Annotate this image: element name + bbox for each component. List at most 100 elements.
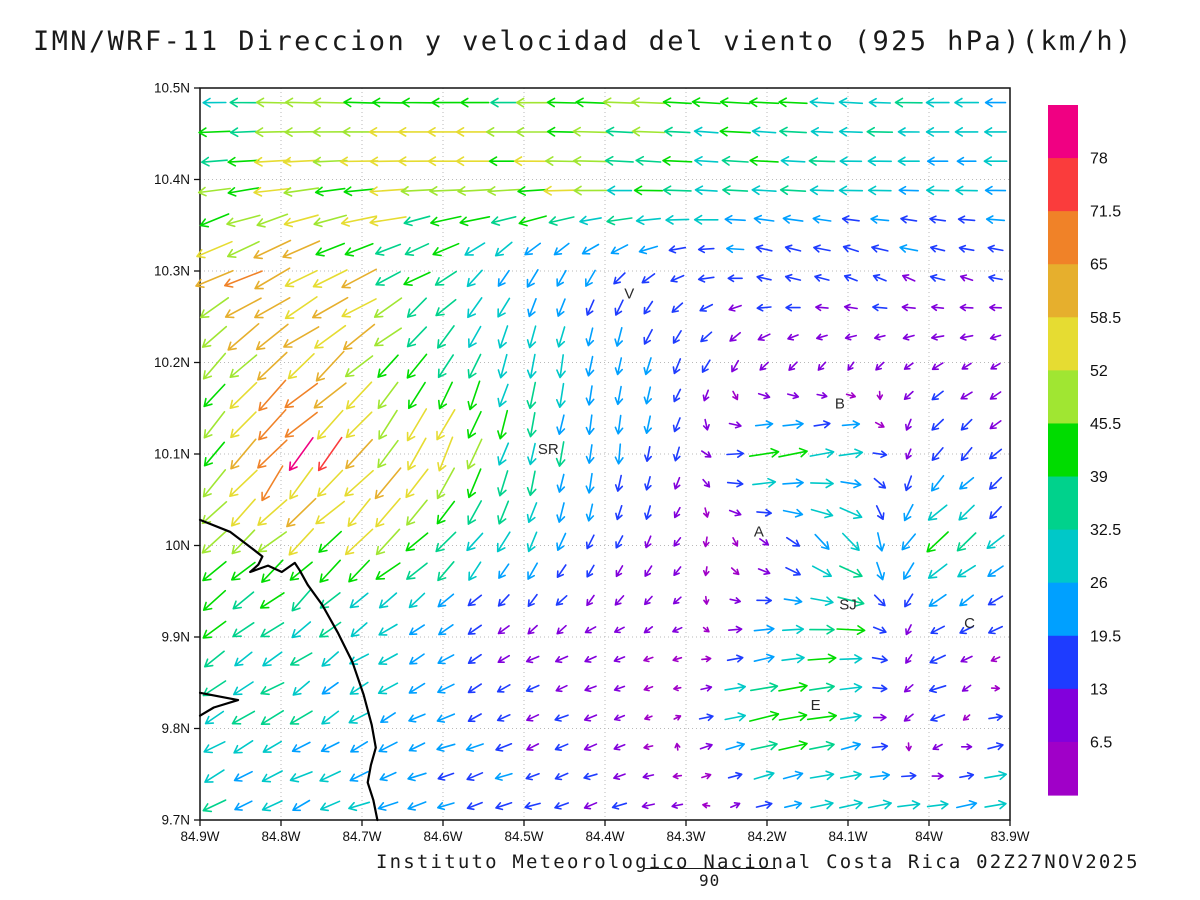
wind-arrow — [377, 682, 399, 695]
wind-arrow — [408, 682, 426, 694]
wind-arrow — [727, 274, 743, 283]
wind-arrow — [497, 353, 508, 379]
wind-arrow — [459, 216, 491, 227]
wind-arrow — [644, 565, 653, 577]
y-axis-label: 9.8N — [161, 721, 190, 736]
wind-arrow — [809, 624, 835, 635]
wind-arrow — [836, 625, 866, 635]
wind-arrow — [757, 568, 771, 575]
wind-arrow — [283, 187, 320, 197]
wind-arrow — [697, 274, 715, 283]
wind-arrow — [497, 594, 510, 607]
figure-note: 90 — [699, 871, 721, 890]
wind-arrow — [876, 561, 885, 581]
wind-arrow — [497, 654, 510, 663]
wind-arrow — [437, 802, 455, 811]
wind-arrow — [527, 562, 538, 580]
wind-arrow — [437, 593, 455, 608]
wind-arrow — [378, 409, 398, 440]
wind-arrow — [545, 156, 579, 166]
colorbar-label: 32.5 — [1090, 522, 1121, 539]
wind-arrow — [872, 274, 887, 282]
wind-arrow — [290, 652, 313, 666]
wind-arrow — [229, 127, 257, 138]
wind-arrow — [866, 126, 894, 137]
coastline — [198, 691, 240, 717]
wind-arrow — [815, 303, 829, 312]
wind-arrow — [409, 653, 425, 665]
wind-arrow — [320, 741, 340, 753]
wind-arrow — [583, 743, 598, 751]
wind-arrow — [400, 186, 434, 196]
wind-arrow — [782, 478, 804, 488]
wind-arrow — [438, 624, 454, 636]
wind-arrow — [643, 300, 654, 315]
wind-arrow — [230, 498, 256, 527]
city-label: SJ — [839, 597, 857, 614]
wind-arrow — [778, 447, 808, 458]
wind-arrow — [261, 559, 284, 583]
wind-arrow — [196, 240, 233, 259]
wind-arrow — [317, 469, 344, 497]
wind-arrow — [955, 185, 978, 196]
wind-arrow — [726, 244, 745, 254]
wind-arrow — [468, 561, 482, 581]
wind-arrow — [644, 505, 652, 520]
wind-arrow — [989, 303, 1002, 312]
wind-arrow — [437, 354, 454, 379]
wind-arrow — [759, 538, 770, 546]
wind-arrow — [527, 624, 538, 635]
wind-arrow — [785, 303, 801, 312]
wind-arrow — [497, 409, 509, 440]
wind-arrow — [989, 391, 1002, 400]
wind-arrow — [526, 353, 537, 379]
wind-arrow — [754, 420, 774, 429]
wind-arrow — [871, 244, 889, 253]
wind-arrow — [515, 97, 550, 108]
wind-arrow — [990, 685, 1001, 692]
wind-arrow — [987, 244, 1004, 253]
wind-arrow — [867, 156, 892, 167]
wind-arrow — [429, 186, 463, 196]
wind-arrow — [283, 214, 319, 228]
wind-arrow — [905, 418, 912, 431]
wind-arrow — [203, 383, 226, 408]
wind-arrow — [585, 534, 595, 550]
wind-arrow — [317, 436, 343, 472]
y-axis-label: 10.2N — [154, 355, 190, 370]
wind-arrow — [575, 97, 606, 108]
wind-arrow — [984, 185, 1007, 195]
wind-arrow — [437, 561, 455, 582]
wind-arrow — [377, 439, 399, 469]
wind-arrow — [467, 653, 482, 664]
wind-arrow — [466, 438, 483, 470]
wind-arrow — [466, 801, 483, 811]
wind-arrow — [257, 531, 287, 553]
wind-arrow — [378, 653, 398, 665]
wind-arrow — [638, 245, 659, 255]
wind-arrow — [987, 595, 1004, 606]
wind-arrow — [312, 269, 348, 288]
wind-arrow — [959, 594, 974, 607]
wind-arrow — [611, 802, 628, 810]
wind-arrow — [202, 469, 227, 498]
wind-arrow — [752, 477, 777, 488]
x-axis-label: 84.1W — [828, 829, 867, 844]
wind-arrow — [197, 186, 231, 197]
y-axis-label: 9.7N — [161, 813, 190, 828]
colorbar-segment — [1048, 105, 1078, 159]
wind-arrow — [437, 436, 454, 472]
wind-arrow — [526, 714, 540, 722]
wind-arrow — [868, 97, 891, 108]
wind-arrow — [839, 654, 863, 664]
wind-arrow — [349, 770, 369, 782]
wind-arrow — [839, 156, 863, 166]
wind-arrow — [229, 97, 258, 108]
x-axis-label: 84.7W — [342, 829, 381, 844]
wind-arrow — [203, 441, 226, 467]
colorbar-label: 71.5 — [1090, 204, 1121, 221]
chart-title: IMN/WRF-11 Direccion y velocidad del vie… — [33, 26, 1134, 57]
colorbar-segment — [1048, 635, 1078, 690]
wind-arrow — [786, 536, 801, 547]
wind-arrow — [229, 381, 258, 409]
